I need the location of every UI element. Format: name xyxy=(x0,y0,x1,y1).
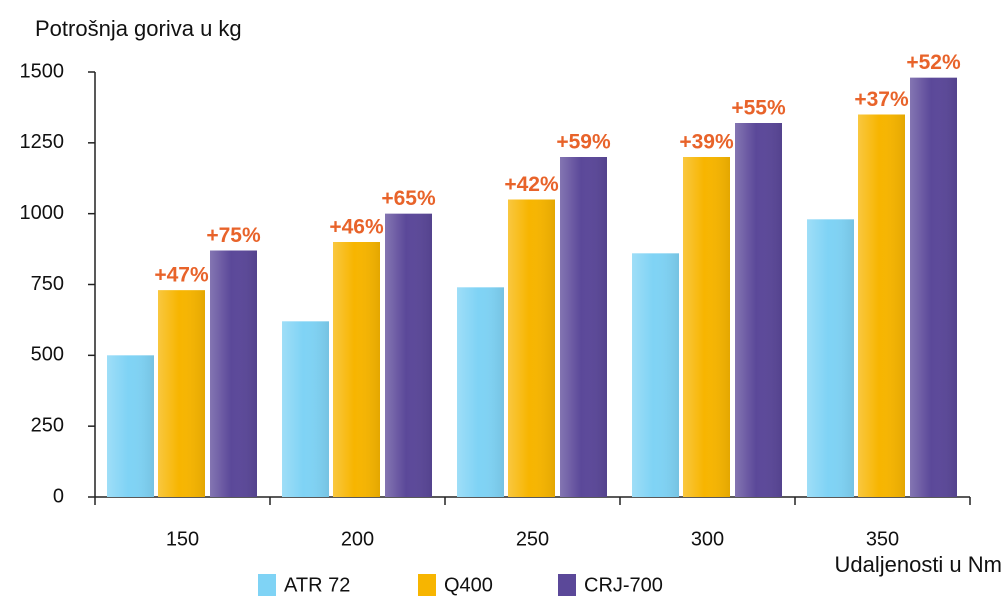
legend-swatch xyxy=(258,574,276,596)
x-tick-label: 250 xyxy=(516,528,549,550)
legend-label: ATR 72 xyxy=(284,574,350,596)
bar-shine xyxy=(282,321,329,497)
bar-shine xyxy=(858,114,905,497)
increase-label: +59% xyxy=(556,131,611,154)
bar-shine xyxy=(560,157,607,497)
x-axis-label: Udaljenosti u Nm xyxy=(834,552,1002,577)
bar-shine xyxy=(385,213,432,497)
bar-shine xyxy=(210,250,257,497)
x-tick-label: 300 xyxy=(691,528,724,550)
bar-shine xyxy=(508,199,555,497)
bar-shine xyxy=(910,77,957,498)
bar-shine xyxy=(107,355,154,497)
increase-label: +39% xyxy=(679,131,734,154)
chart-title: Potrošnja goriva u kg xyxy=(35,16,242,41)
x-tick-label: 350 xyxy=(866,528,899,550)
bar-shine xyxy=(683,157,730,497)
y-tick-label: 1500 xyxy=(20,60,65,82)
y-tick-label: 1250 xyxy=(20,131,65,153)
increase-label: +55% xyxy=(731,97,786,120)
increase-label: +42% xyxy=(504,173,559,196)
y-tick-label: 250 xyxy=(31,414,64,436)
y-tick-label: 1000 xyxy=(20,202,65,224)
increase-label: +52% xyxy=(906,51,961,74)
y-tick-label: 500 xyxy=(31,344,64,366)
increase-label: +47% xyxy=(154,264,209,287)
bar-shine xyxy=(632,253,679,497)
increase-label: +75% xyxy=(206,224,261,247)
legend-swatch xyxy=(558,574,576,596)
increase-label: +37% xyxy=(854,88,909,111)
bar-shine xyxy=(807,219,854,498)
legend-label: CRJ-700 xyxy=(584,574,663,596)
bar-shine xyxy=(457,287,504,497)
bar-shine xyxy=(333,242,380,497)
bar-shine xyxy=(735,123,782,497)
x-tick-label: 200 xyxy=(341,528,374,550)
bar-shine xyxy=(158,290,205,497)
y-tick-label: 750 xyxy=(31,273,64,295)
legend-label: Q400 xyxy=(444,574,493,596)
x-tick-label: 150 xyxy=(166,528,199,550)
y-tick-label: 0 xyxy=(53,485,64,507)
increase-label: +46% xyxy=(329,216,384,239)
legend-swatch xyxy=(418,574,436,596)
increase-label: +65% xyxy=(381,187,436,210)
